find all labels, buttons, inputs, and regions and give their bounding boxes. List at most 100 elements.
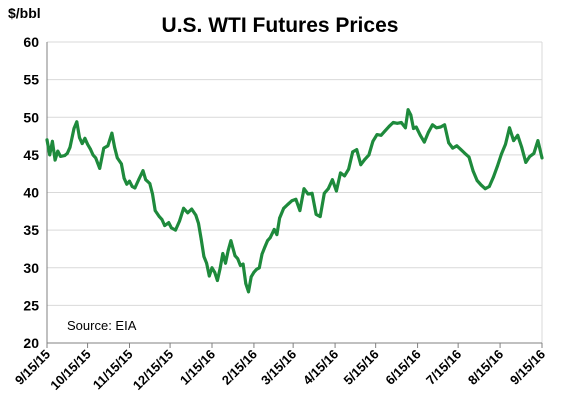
data-point — [160, 218, 164, 222]
data-point — [540, 156, 544, 160]
data-point — [186, 211, 190, 215]
data-point — [500, 152, 503, 156]
data-point — [128, 179, 131, 183]
data-point — [275, 233, 279, 237]
data-point — [263, 246, 267, 249]
annotation-box — [62, 314, 148, 338]
data-point — [455, 144, 459, 148]
data-point — [157, 215, 161, 219]
data-point — [122, 176, 126, 180]
data-point — [91, 153, 95, 157]
data-point — [375, 133, 379, 137]
data-point — [504, 142, 507, 146]
data-point — [153, 209, 157, 213]
data-point — [524, 161, 528, 164]
data-point — [290, 199, 294, 203]
x-tick-label-1-15-16: 1/15/16 — [177, 347, 218, 388]
data-point — [75, 120, 79, 124]
data-point — [363, 158, 367, 161]
data-point — [194, 213, 198, 217]
data-point — [467, 155, 471, 159]
data-point — [310, 191, 314, 195]
data-point — [294, 197, 298, 201]
data-point — [266, 239, 269, 243]
y-tick-label-50: 50 — [23, 109, 39, 125]
data-point — [110, 131, 114, 135]
data-point — [233, 254, 237, 258]
data-point — [98, 167, 102, 170]
data-point — [130, 185, 134, 188]
data-point — [257, 266, 261, 270]
data-point — [226, 249, 230, 252]
y-tick-label-30: 30 — [23, 260, 39, 276]
data-point — [371, 139, 375, 143]
data-point — [459, 148, 463, 152]
data-point — [182, 206, 186, 210]
data-point — [302, 187, 306, 191]
data-point — [78, 136, 81, 140]
data-point — [83, 136, 87, 140]
data-point — [335, 189, 338, 193]
data-point — [431, 123, 434, 127]
y-axis-label: $/bbl — [8, 5, 41, 21]
y-tick-label-20: 20 — [23, 335, 39, 351]
y-tick-label-60: 60 — [23, 34, 39, 50]
data-point — [443, 123, 446, 127]
data-point — [241, 262, 245, 266]
data-point — [239, 264, 242, 267]
data-point — [435, 126, 438, 130]
data-point — [86, 142, 89, 146]
data-point — [151, 192, 154, 196]
data-point — [106, 144, 110, 148]
data-point — [170, 226, 173, 230]
data-point — [528, 155, 532, 158]
x-tick-label-6-15-16: 6/15/16 — [382, 347, 423, 388]
series-layer — [45, 108, 544, 294]
data-point — [351, 150, 355, 154]
data-point — [404, 126, 407, 130]
data-point — [133, 186, 137, 190]
data-point — [163, 224, 167, 228]
data-point — [282, 206, 286, 210]
data-point — [483, 187, 487, 191]
data-point — [56, 149, 60, 153]
data-point — [247, 290, 250, 294]
data-point — [125, 182, 129, 186]
y-tick-label-25: 25 — [23, 297, 39, 313]
data-point — [68, 145, 72, 149]
data-point — [406, 108, 410, 112]
data-point — [496, 164, 499, 168]
data-point — [216, 279, 219, 282]
y-tick-label-35: 35 — [23, 222, 39, 238]
data-point — [536, 139, 540, 143]
x-tick-label-10-15-15: 10/15/15 — [47, 347, 93, 393]
data-point — [339, 171, 342, 175]
gridlines — [46, 41, 543, 348]
x-tick-label-7-15-16: 7/15/16 — [423, 347, 464, 388]
data-point — [137, 177, 141, 181]
data-point — [48, 153, 52, 157]
data-point — [249, 275, 253, 279]
data-point — [88, 147, 92, 151]
data-point — [318, 215, 322, 219]
data-point — [508, 126, 511, 130]
x-tick-label-12-15-15: 12/15/15 — [130, 347, 176, 393]
data-point — [144, 178, 148, 182]
data-point — [447, 141, 451, 145]
data-point — [190, 207, 194, 211]
data-point — [207, 274, 211, 278]
data-point — [367, 153, 371, 157]
data-point — [120, 162, 123, 166]
series-line-0 — [45, 108, 544, 294]
y-tick-labels: 20 25 30 35 40 45 50 55 60 — [23, 34, 39, 351]
data-point — [102, 146, 106, 150]
data-point — [463, 152, 467, 155]
data-point — [412, 127, 415, 130]
data-point — [53, 158, 57, 162]
data-point — [221, 252, 225, 255]
data-point — [202, 255, 206, 258]
data-point — [167, 221, 171, 225]
data-point — [532, 152, 536, 155]
data-point — [331, 178, 334, 182]
